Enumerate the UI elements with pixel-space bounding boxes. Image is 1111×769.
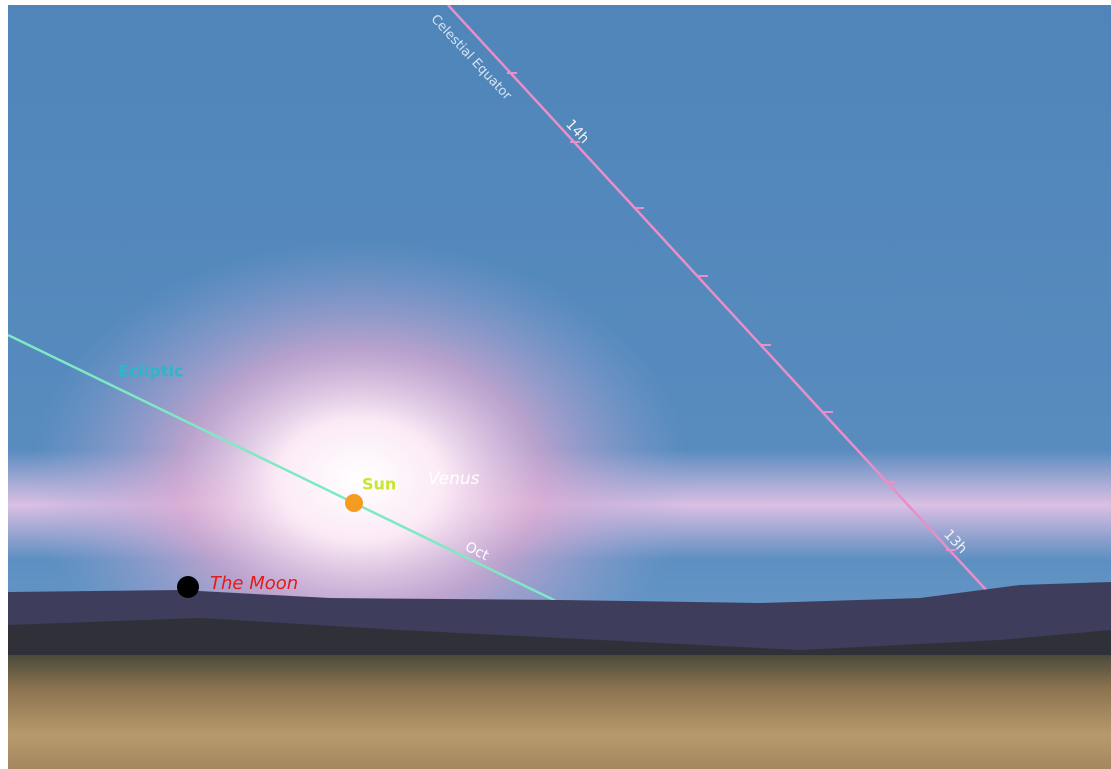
moon bbox=[177, 576, 199, 598]
moon-label: The Moon bbox=[210, 573, 298, 594]
venus-label: Venus bbox=[428, 469, 480, 489]
sun-label: Sun bbox=[362, 475, 396, 494]
planetarium-view: Celestial Equator 14h 13h Ecliptic Oct S… bbox=[0, 0, 1111, 769]
sun bbox=[345, 494, 363, 512]
grass bbox=[8, 655, 1111, 769]
scene: Celestial Equator 14h 13h Ecliptic Oct S… bbox=[8, 5, 1111, 769]
ecliptic-label: Ecliptic bbox=[118, 362, 183, 381]
